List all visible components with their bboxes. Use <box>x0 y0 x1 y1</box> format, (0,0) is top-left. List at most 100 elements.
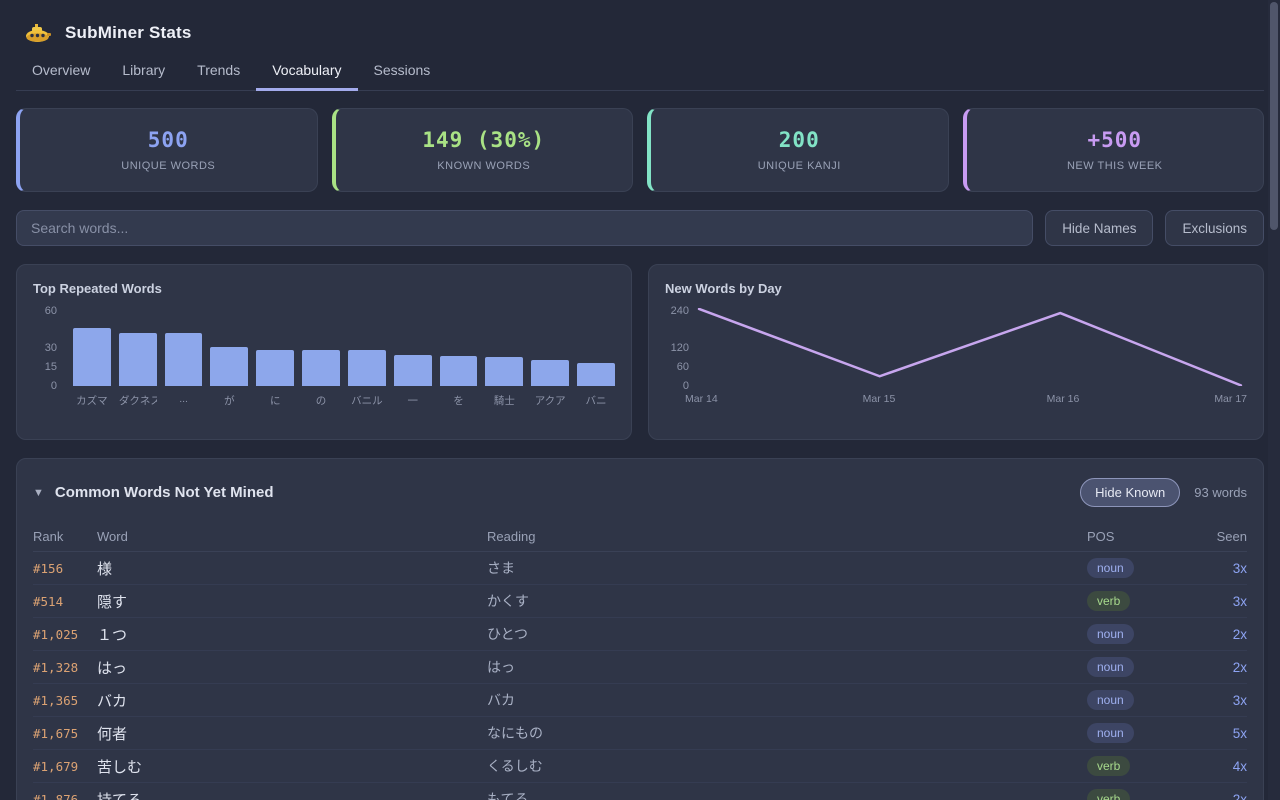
rank-cell: #1,365 <box>33 692 79 708</box>
table-row[interactable]: #1,876 持てる もてる verb 2x <box>33 783 1247 800</box>
pos-badge: noun <box>1087 558 1134 578</box>
column-header-word: Word <box>97 529 128 544</box>
reading-cell: はっ <box>487 659 515 675</box>
table-row[interactable]: #156 様 さま noun 3x <box>33 552 1247 585</box>
tab-sessions[interactable]: Sessions <box>373 62 431 78</box>
line-chart-plot: Mar 14 Mar 15 Mar 16 Mar 17 <box>685 308 1247 407</box>
word-cell: 持てる <box>97 791 143 800</box>
x-axis-tick: Mar 15 <box>862 393 896 405</box>
table-row[interactable]: #1,679 苦しむ くるしむ verb 4x <box>33 750 1247 783</box>
stat-value: 500 <box>147 128 189 152</box>
reading-cell: もてる <box>487 791 529 800</box>
bar-label: 騎士 <box>493 395 515 407</box>
bar <box>439 355 478 386</box>
bar <box>577 363 615 386</box>
table-row[interactable]: #1,328 はっ はっ noun 2x <box>33 651 1247 684</box>
hide-names-button[interactable]: Hide Names <box>1045 210 1154 246</box>
hide-known-button[interactable]: Hide Known <box>1080 478 1181 507</box>
x-axis-tick: Mar 14 <box>685 393 718 405</box>
tab-vocabulary[interactable]: Vocabulary <box>256 50 358 91</box>
pos-cell: verb <box>1087 591 1197 611</box>
y-axis-tick: 60 <box>44 304 57 317</box>
y-axis-tick: 120 <box>670 342 689 355</box>
bar-label: カズマ <box>76 395 108 407</box>
chart-title: New Words by Day <box>665 281 782 296</box>
bar-label: バニ <box>585 395 607 407</box>
yellow-submarine-icon <box>25 23 51 43</box>
bar-label: 一 <box>407 395 418 407</box>
pos-badge: verb <box>1087 789 1131 800</box>
bar-chart-body: 0 15 30 60 カズマ ダクネス... が に の バニル 一 を 騎士 アクア バニ <box>33 304 615 408</box>
reading-cell: ひとつ <box>487 626 529 642</box>
bar-label: バニル <box>351 395 383 407</box>
column-header-rank: Rank <box>33 529 64 544</box>
table-row[interactable]: #514 隠す かくす verb 3x <box>33 585 1247 618</box>
table-title: Common Words Not Yet Mined <box>54 484 274 501</box>
y-axis-tick: 30 <box>44 342 57 355</box>
bar <box>210 347 249 386</box>
stat-card: +500 NEW THIS WEEK <box>962 108 1264 192</box>
tab-trends[interactable]: Trends <box>197 62 241 78</box>
word-cell: バカ <box>97 692 128 710</box>
common-words-section: ▼ Common Words Not Yet Mined Hide Known … <box>16 458 1264 800</box>
stat-label: UNIQUE KANJI <box>757 160 841 172</box>
x-axis-tick: Mar 17 <box>1214 393 1247 405</box>
table-row[interactable]: #1,365 バカ バカ noun 3x <box>33 684 1247 717</box>
stat-value: 200 <box>778 128 820 152</box>
rank-cell: #1,025 <box>33 626 79 642</box>
bar <box>164 333 203 386</box>
reading-cell: バカ <box>487 692 515 708</box>
y-axis-tick: 0 <box>50 380 57 392</box>
seen-cell: 5x <box>1232 725 1247 741</box>
scrollbar-track[interactable] <box>1268 0 1280 800</box>
pos-cell: noun <box>1087 723 1197 743</box>
y-axis-tick: 240 <box>670 304 689 317</box>
word-cell: １つ <box>97 626 128 644</box>
tab-library[interactable]: Library <box>122 62 166 78</box>
word-cell: 苦しむ <box>97 758 143 776</box>
tab-overview[interactable]: Overview <box>32 62 91 78</box>
table-row[interactable]: #1,675 何者 なにもの noun 5x <box>33 717 1247 750</box>
new-words-by-day-chart: New Words by Day 0 60 120 240 Mar 14 Mar 15 M… <box>648 264 1264 440</box>
exclusions-button[interactable]: Exclusions <box>1165 210 1264 246</box>
bar-label: を <box>453 395 464 407</box>
pos-cell: noun <box>1087 657 1197 677</box>
stat-card: 149 (30%) KNOWN WORDS <box>331 108 633 192</box>
rank-cell: #1,675 <box>33 725 79 741</box>
collapse-icon[interactable]: ▼ <box>33 486 44 499</box>
stat-label: NEW THIS WEEK <box>1066 160 1163 172</box>
scrollbar-thumb[interactable] <box>1270 2 1278 230</box>
bar-label: ... <box>179 393 188 405</box>
line-chart-y-axis: 0 60 120 240 <box>665 304 695 392</box>
table-head: ▼ Common Words Not Yet Mined Hide Known … <box>33 459 1247 522</box>
bar <box>485 357 524 386</box>
pos-badge: noun <box>1087 723 1134 743</box>
pos-badge: noun <box>1087 690 1134 710</box>
stat-value: 149 (30%) <box>422 128 546 152</box>
search-input[interactable] <box>16 210 1034 246</box>
rank-cell: #1,328 <box>33 659 79 675</box>
bar <box>393 354 432 386</box>
chart-title: Top Repeated Words <box>33 281 162 296</box>
bar-label: に <box>269 395 281 407</box>
bar <box>256 349 295 386</box>
column-header-reading: Reading <box>487 529 536 544</box>
rank-cell: #156 <box>33 560 64 576</box>
seen-cell: 3x <box>1232 560 1247 576</box>
bar <box>73 328 111 386</box>
pos-badge: noun <box>1087 657 1134 677</box>
table-row[interactable]: #1,025 １つ ひとつ noun 2x <box>33 618 1247 651</box>
pos-cell: noun <box>1087 558 1197 578</box>
line-series <box>697 308 1243 386</box>
pos-badge: verb <box>1087 591 1131 611</box>
y-axis-tick: 15 <box>44 361 57 374</box>
pos-badge: noun <box>1087 624 1134 644</box>
bar-chart-y-axis: 0 15 30 60 <box>33 304 63 392</box>
seen-cell: 2x <box>1232 626 1247 642</box>
app-header: SubMiner Stats <box>0 0 1280 50</box>
word-count: 93 words <box>1194 485 1247 500</box>
seen-cell: 2x <box>1232 659 1247 675</box>
reading-cell: くるしむ <box>487 758 543 774</box>
bar-chart-plot: カズマ ダクネス... が に の バニル 一 を 騎士 アクア バニ <box>63 308 615 408</box>
pos-cell: verb <box>1087 756 1197 776</box>
